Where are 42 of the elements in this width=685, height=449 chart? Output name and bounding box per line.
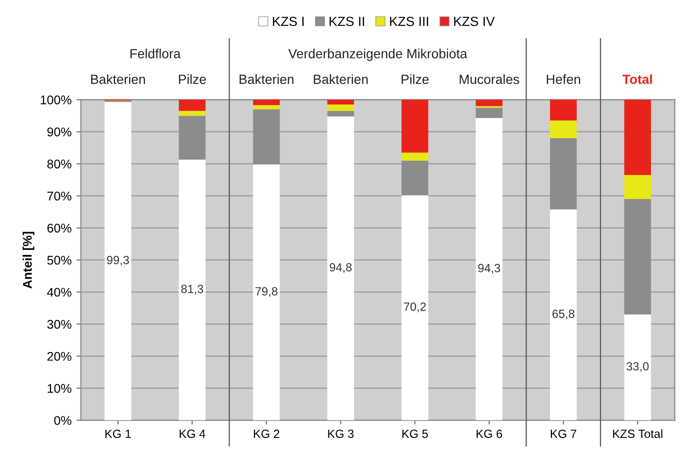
text: Feldflora: [130, 48, 181, 58]
legend-label: KZS III: [390, 16, 428, 26]
x-tick-label: KG 2: [254, 430, 280, 438]
text: Pilze: [402, 74, 429, 84]
text: Hefen: [546, 74, 580, 84]
legend-label: KZS IV: [454, 16, 495, 26]
text: Bakterien: [91, 74, 145, 84]
text: Total: [622, 74, 652, 84]
data-label: 33,0: [626, 362, 649, 372]
y-tick-label: 60%: [47, 224, 72, 233]
legend-label: KZS II: [330, 16, 364, 26]
data-label: 79,8: [256, 287, 278, 297]
x-tick-label: KG 4: [180, 430, 206, 438]
x-tick-label: KG 5: [402, 430, 428, 438]
x-tick-label: KZS Total: [613, 429, 662, 438]
text: Verderbanzeigende Mikrobiota: [288, 48, 468, 61]
data-label: 81,3: [181, 284, 204, 295]
y-tick-label: 10%: [48, 384, 72, 393]
text: Bakterien: [240, 74, 294, 84]
y-tick-label: 50%: [47, 256, 72, 265]
y-tick-label: 100%: [40, 95, 72, 104]
y-tick-label: 80%: [47, 160, 72, 168]
x-tick-label: KG 7: [550, 430, 576, 438]
y-tick-label: 20%: [47, 352, 72, 361]
y-tick-label: 70%: [47, 192, 72, 201]
y-tick-label: 90%: [47, 128, 72, 136]
text: Mucorales: [460, 74, 520, 84]
y-axis-title: Anteil [%]: [22, 232, 34, 288]
data-label: 94,8: [330, 263, 352, 273]
text: Bakterien: [314, 74, 368, 84]
data-label: 65,8: [552, 310, 574, 320]
data-label: 70,2: [404, 302, 426, 312]
x-tick-label: KG 6: [476, 430, 502, 438]
legend-label: KZS I: [272, 16, 304, 26]
y-tick-label: 30%: [47, 320, 72, 329]
data-label: 94,3: [478, 264, 500, 274]
x-tick-label: KG 1: [105, 430, 131, 438]
y-tick-label: 40%: [47, 288, 72, 297]
data-label: 99,3: [107, 256, 129, 266]
y-tick-label: 0%: [54, 416, 72, 425]
text: Pilze: [178, 74, 206, 84]
x-tick-label: KG 3: [328, 430, 354, 438]
